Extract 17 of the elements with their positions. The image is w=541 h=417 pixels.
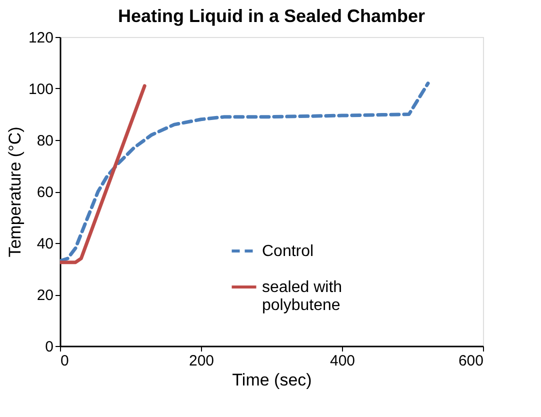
y-tick-label: 0 xyxy=(45,338,54,356)
y-axis-title: Temperature (°C) xyxy=(5,126,24,258)
y-tick-label: 60 xyxy=(36,184,54,201)
y-tick-label: 40 xyxy=(36,236,54,252)
x-tick-label: 200 xyxy=(188,352,214,370)
legend-label: Control xyxy=(262,243,314,260)
x-tick-label: 0 xyxy=(60,352,69,370)
y-tick-label: 80 xyxy=(36,132,54,150)
legend-label: sealed with polybutene xyxy=(262,279,342,314)
chart-title: Heating Liquid in a Sealed Chamber xyxy=(118,6,426,26)
x-tick-label: 600 xyxy=(458,352,484,370)
y-tick-label: 100 xyxy=(28,81,54,98)
line-series xyxy=(60,82,430,263)
x-tick-label: 400 xyxy=(330,352,356,370)
y-tick-label: 20 xyxy=(36,287,54,304)
y-tick-label: 120 xyxy=(28,30,54,46)
x-axis-title: Time (sec) xyxy=(232,370,312,390)
